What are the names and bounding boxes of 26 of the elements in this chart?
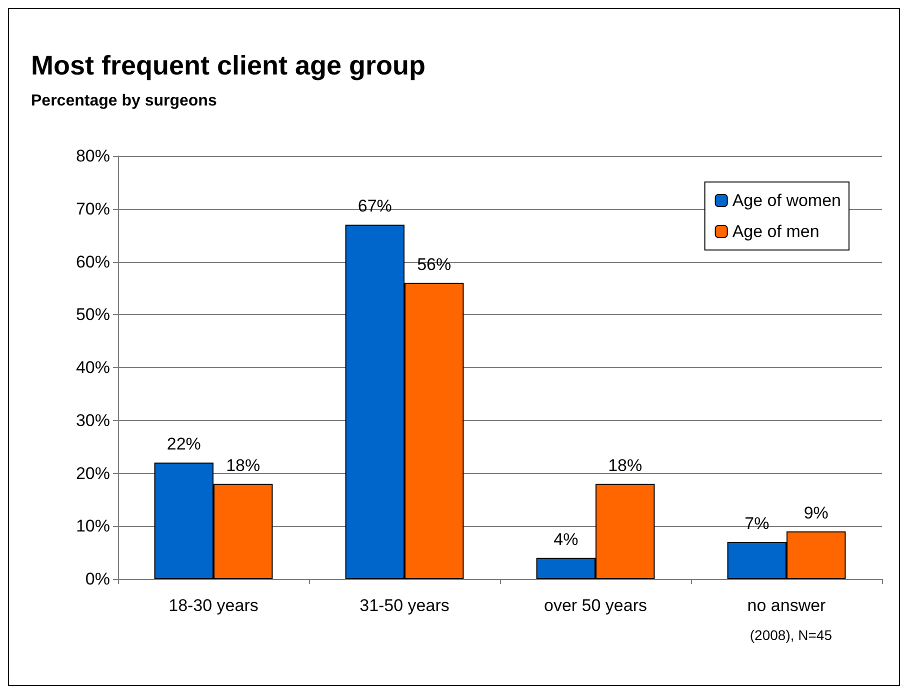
data-label: 4%: [554, 530, 578, 549]
y-tick-label: 40%: [76, 358, 110, 377]
chart-subtitle: Percentage by surgeons: [31, 92, 217, 110]
y-tick-label: 60%: [76, 252, 110, 272]
x-tick-label: 18-30 years: [168, 596, 258, 615]
data-label: 22%: [166, 434, 201, 454]
data-label: 7%: [744, 514, 770, 533]
legend-label: Age of women: [732, 191, 842, 210]
y-tick-label: 0%: [85, 570, 110, 588]
legend-label: Age of men: [732, 222, 820, 241]
data-label: 9%: [804, 503, 828, 522]
x-tick-label: 31-50 years: [360, 596, 450, 615]
y-tick-label: 30%: [76, 410, 110, 430]
y-tick-label: 50%: [76, 305, 110, 324]
y-tick-label: 10%: [76, 516, 110, 536]
data-label: 18%: [608, 456, 642, 475]
text: (2008), N=45: [750, 627, 832, 643]
chart-title: Most frequent client age group: [31, 50, 426, 80]
y-tick-label: 70%: [76, 199, 110, 218]
x-tick-label: over 50 years: [544, 596, 647, 615]
data-label: 56%: [417, 254, 452, 274]
data-label: 18%: [226, 456, 260, 475]
x-tick-label: no answer: [747, 596, 826, 615]
y-tick-label: 80%: [76, 146, 110, 166]
y-tick-label: 20%: [76, 464, 110, 483]
data-label: 67%: [358, 196, 392, 216]
